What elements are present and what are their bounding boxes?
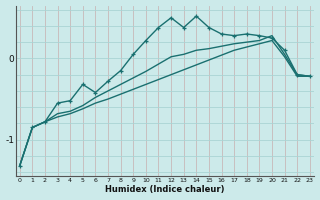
X-axis label: Humidex (Indice chaleur): Humidex (Indice chaleur) xyxy=(105,185,225,194)
